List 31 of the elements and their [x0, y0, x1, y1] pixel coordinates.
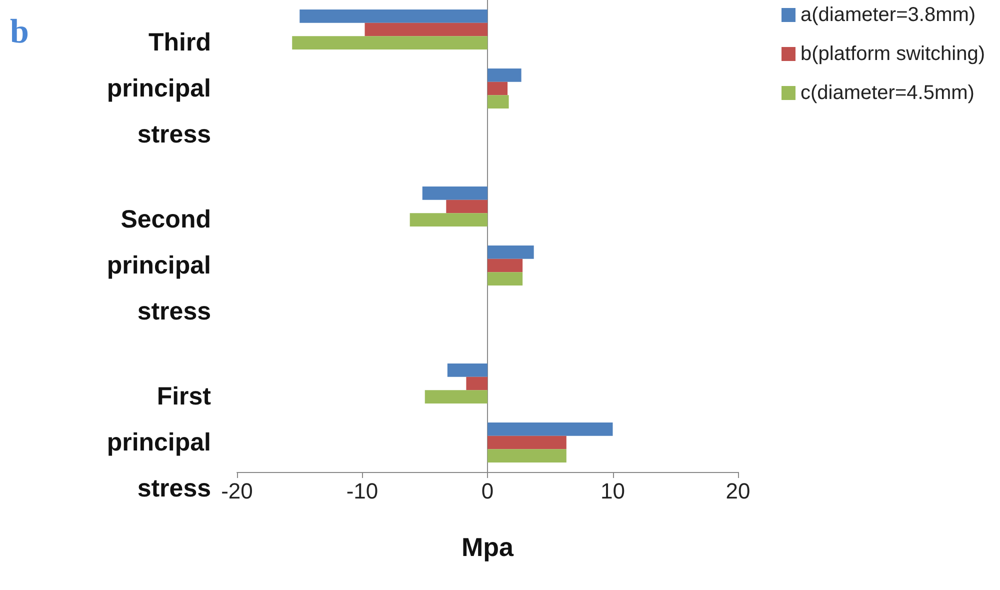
bar [488, 449, 566, 463]
bar [466, 376, 488, 390]
legend-label: b(platform switching) [800, 43, 986, 65]
bar [424, 390, 488, 404]
bar [488, 436, 566, 450]
bar [422, 186, 488, 200]
bar [410, 213, 488, 227]
bar [488, 258, 523, 272]
text: b [10, 14, 29, 50]
legend-label: a(diameter=3.8mm) [800, 4, 976, 26]
bar [488, 95, 509, 109]
bar [446, 200, 488, 214]
x-tick-label: -20 [221, 478, 253, 504]
bar [364, 22, 488, 36]
bar [488, 272, 523, 286]
x-axis-title: Mpa [462, 532, 514, 562]
bar [488, 245, 534, 259]
y-tick-label: Second principal stress [106, 206, 211, 326]
bar [488, 82, 508, 96]
y-tick-label: First principal stress [106, 382, 212, 502]
x-tick-label: 10 [600, 478, 625, 504]
x-tick-label: 20 [726, 478, 750, 504]
legend-label: c(diameter=4.5mm) [800, 82, 974, 104]
bar [488, 68, 522, 82]
y-tick-label: Third principal stress [106, 28, 211, 148]
x-tick-label: -10 [346, 478, 378, 504]
bar [447, 363, 488, 377]
bar [488, 422, 613, 436]
bar [292, 36, 488, 50]
x-tick-label: 0 [481, 478, 494, 504]
bar [300, 9, 488, 23]
